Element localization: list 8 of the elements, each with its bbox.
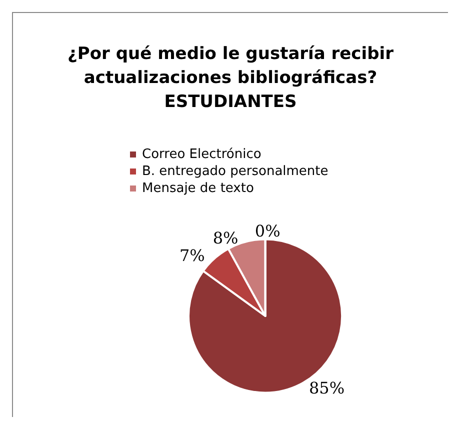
text: 0%	[254, 222, 280, 241]
data-label: 7%	[180, 246, 205, 265]
chart-title: ¿Por qué medio le gustaría recibir actualizaciones bibliográficas? ESTUDIANTES	[68, 44, 394, 112]
legend-label: Correo Electrónico	[142, 147, 262, 162]
legend-label: Mensaje de texto	[142, 181, 254, 196]
legend-label: B. entregado personalmente	[142, 164, 328, 179]
data-label: 85%	[308, 378, 345, 398]
data-label: 8%	[212, 228, 238, 248]
